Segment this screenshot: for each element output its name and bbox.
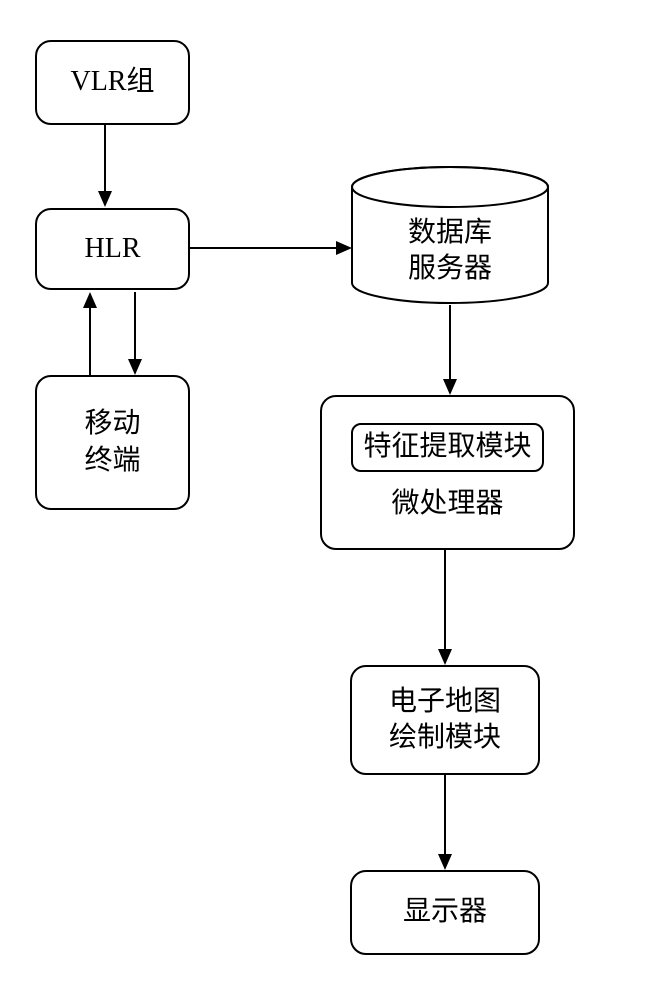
processor-inner: 特征提取模块 bbox=[351, 423, 543, 471]
arrow-hlr-db bbox=[190, 228, 355, 268]
node-db: 数据库 服务器 bbox=[350, 165, 550, 305]
processor-inner-label: 特征提取模块 bbox=[363, 431, 531, 462]
node-processor: 特征提取模块 微处理器 bbox=[320, 395, 575, 550]
node-vlr: VLR组 bbox=[35, 40, 190, 125]
processor-main-label: 微处理器 bbox=[391, 486, 503, 522]
display-label: 显示器 bbox=[403, 894, 487, 930]
db-label: 数据库 服务器 bbox=[350, 215, 550, 288]
node-display: 显示器 bbox=[350, 870, 540, 955]
vlr-label: VLR组 bbox=[70, 64, 154, 100]
arrow-vlr-hlr bbox=[85, 125, 125, 210]
arrow-db-processor bbox=[430, 305, 470, 397]
arrow-hlr-terminal bbox=[65, 290, 165, 378]
hlr-label: HLR bbox=[85, 231, 141, 267]
node-map: 电子地图 绘制模块 bbox=[350, 665, 540, 775]
map-label: 电子地图 绘制模块 bbox=[389, 684, 501, 757]
node-terminal: 移动 终端 bbox=[35, 375, 190, 510]
node-hlr: HLR bbox=[35, 208, 190, 290]
arrow-map-display bbox=[425, 775, 465, 872]
terminal-label: 移动 终端 bbox=[84, 406, 140, 479]
arrow-processor-map bbox=[425, 550, 465, 667]
